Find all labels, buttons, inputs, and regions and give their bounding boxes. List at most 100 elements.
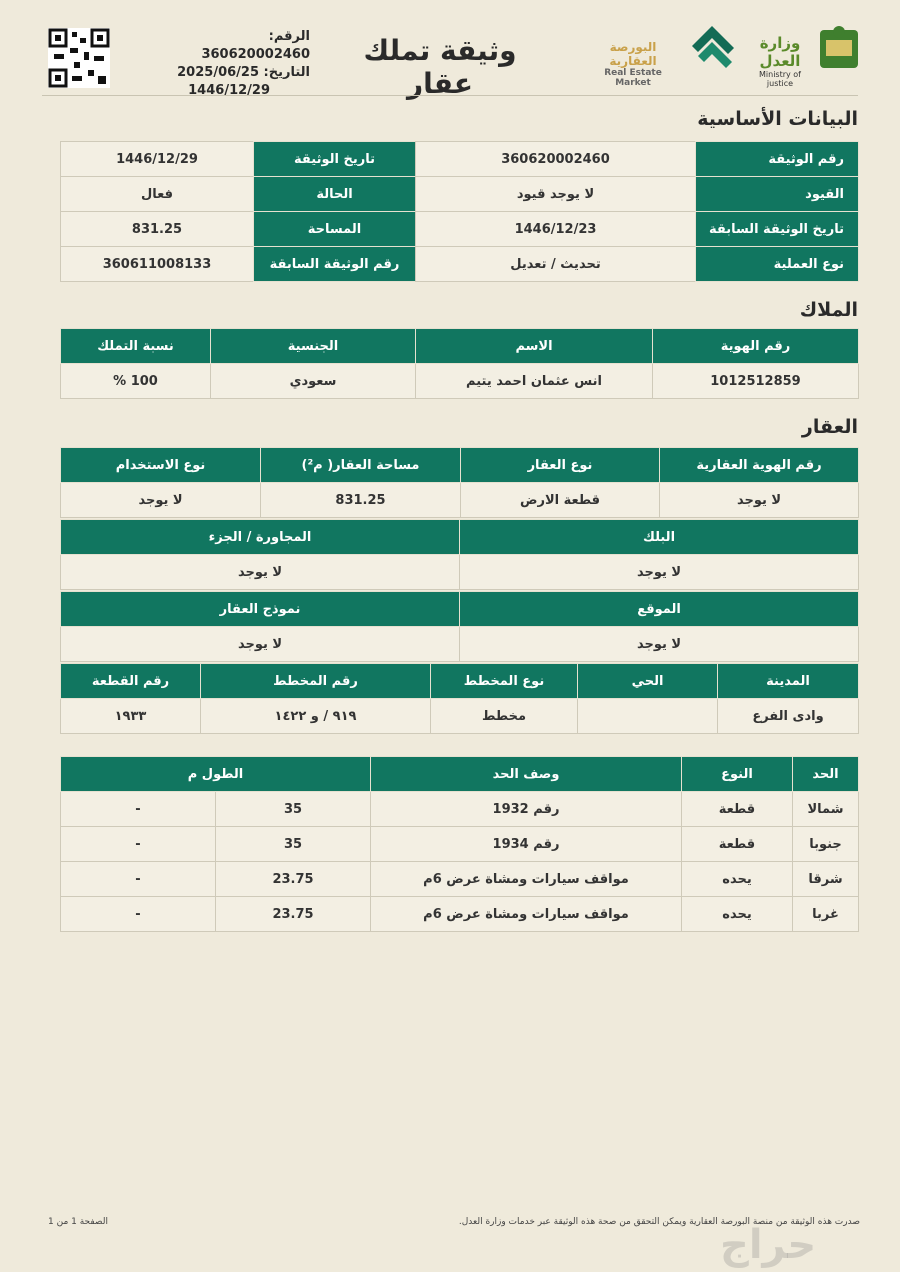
header-cell: النوع [681,756,793,792]
value-cell: غربا [792,896,859,932]
doc-title: وثيقة تملك عقار [363,34,517,100]
table-row: لا يوجد لا يوجد [60,554,859,590]
value-cell: - [60,826,216,862]
value-cell: ١٩٣٣ [60,698,201,734]
table-row: رقم الهوية الاسم الجنسية نسبة التملك [60,328,859,364]
value-cell: يحده [681,896,793,932]
header-cell: الحالة [253,176,416,212]
separator [42,95,858,96]
header-cell: الحي [577,663,718,699]
header-cell: وصف الحد [370,756,682,792]
header-cell: تاريخ الوثيقة [253,141,416,177]
value-cell: انس عثمان احمد يتيم [415,363,653,399]
value: 2025/06/25 [177,65,259,80]
header-cell: مساحة العقار( م²) [260,447,461,483]
value-cell: وادى الفرع [717,698,859,734]
rem-icon [692,26,734,68]
value-cell: 23.75 [215,861,371,897]
value-cell: مواقف سيارات ومشاة عرض 6م [370,861,682,897]
doc-meta: الرقم: 360620002460 التاريخ: 2025/06/25 … [160,28,310,100]
header-cell: الحد [792,756,859,792]
section-title: البيانات الأساسية [697,108,858,130]
watermark: حراج [720,1222,817,1268]
table-row: المدينة الحي نوع المخطط رقم المخطط رقم القطع… [60,663,859,699]
table-row: جنوبا قطعة رقم 1934 35- [60,826,859,862]
value-cell: تحديث / تعديل [415,246,696,282]
value-cell: رقم 1934 [370,826,682,862]
table-body: المدينة الحي نوع المخطط رقم المخطط رقم القطع… [60,663,859,734]
header-cell: رقم الوثيقة السابقة [253,246,416,282]
footer-note: صدرت هذه الوثيقة من منصة البورصة العقاري… [458,1217,860,1227]
header-cell: المجاورة / الجزء [60,519,460,555]
table-row: لا يوجد لا يوجد [60,626,859,662]
number-line: الرقم: 360620002460 [160,28,310,64]
table-body: رقم الوثيقة 360620002460 تاريخ الوثيقة 1446… [60,141,859,282]
header-cell: رقم الهوية [652,328,859,364]
label: الرقم: [268,29,310,44]
table-body: رقم الهوية العقارية نوع العقار مساحة العقا… [60,447,859,518]
table-row: وادى الفرع مخطط ٩١٩ / و ١٤٢٢ ١٩٣٣ [60,698,859,734]
header-cell: الموقع [459,591,859,627]
page-number: الصفحة 1 من 1 [48,1217,108,1227]
table-body: الموقع نموذج العقار لا يوجد لا يوجد [60,591,859,662]
header-cell: البلك [459,519,859,555]
value-cell: 1012512859 [652,363,859,399]
data-table: رقم الوثيقة 360620002460 تاريخ الوثيقة 1446… [60,141,859,282]
data-table: رقم الهوية العقارية نوع العقار مساحة العقا… [60,447,859,518]
value-cell: قطعة [681,791,793,827]
logo-en: Real Estate Market [604,68,662,88]
value: 360620002460 [201,47,310,62]
table-row: 1012512859 انس عثمان احمد يتيم سعودي 100 % [60,363,859,399]
header-cell: نوع العملية [695,246,859,282]
table-body: البلك المجاورة / الجزء لا يوجد لا يوجد [60,519,859,590]
value-cell: 360620002460 [415,141,696,177]
value-cell: - [60,896,216,932]
table-row: لا يوجد قطعة الارض 831.25 لا يوجد [60,482,859,518]
value-cell: ٩١٩ / و ١٤٢٢ [200,698,431,734]
moj-logo: وزارة العدل Ministry of justice [745,34,815,88]
header-cell: الاسم [415,328,653,364]
value-cell: مواقف سيارات ومشاة عرض 6م [370,896,682,932]
header-cell: نسبة التملك [60,328,211,364]
value-cell: شمالا [792,791,859,827]
value-cell: شرقا [792,861,859,897]
table-body: رقم الهوية الاسم الجنسية نسبة التملك 1012512… [60,328,859,399]
header-cell: القيود [695,176,859,212]
table-row: شرقا يحده مواقف سيارات ومشاة عرض 6م 23.75- [60,861,859,897]
value-cell: لا يوجد [459,626,859,662]
value-cell [577,698,718,734]
value-cell: لا يوجد [60,626,460,662]
value-cell: جنوبا [792,826,859,862]
header-cell: رقم الهوية العقارية [659,447,859,483]
value-cell: فعال [60,176,254,212]
header-cell: المدينة [717,663,859,699]
table-row: رقم الهوية العقارية نوع العقار مساحة العقا… [60,447,859,483]
value-cell: مخطط [430,698,578,734]
value-cell: 831.25 [60,211,254,247]
value-cell: 35 [215,826,371,862]
table-row: نوع العملية تحديث / تعديل رقم الوثيقة السا… [60,246,859,282]
value-cell: 35 [215,791,371,827]
table-row: غربا يحده مواقف سيارات ومشاة عرض 6م 23.75- [60,896,859,932]
table-row: القيود لا يوجد قيود الحالة فعال [60,176,859,212]
table-row: تاريخ الوثيقة السابقة 1446/12/23 المساحة 83… [60,211,859,247]
header-cell: نوع العقار [460,447,660,483]
table-row: رقم الوثيقة 360620002460 تاريخ الوثيقة 1446… [60,141,859,177]
header-cell: رقم المخطط [200,663,431,699]
header-cell: تاريخ الوثيقة السابقة [695,211,859,247]
value-cell: لا يوجد [60,482,261,518]
data-table: الحد النوع وصف الحد الطول م شمالا قطعة رقم 193… [60,756,859,932]
value-cell: 1446/12/29 [60,141,254,177]
header-cell: نوع المخطط [430,663,578,699]
value-cell: 831.25 [260,482,461,518]
table-row: الموقع نموذج العقار [60,591,859,627]
label: التاريخ: [263,65,310,80]
value-cell: سعودي [210,363,416,399]
data-table: المدينة الحي نوع المخطط رقم المخطط رقم القطع… [60,663,859,734]
header-cell: المساحة [253,211,416,247]
value-cell: قطعة [681,826,793,862]
value-cell: لا يوجد قيود [415,176,696,212]
value-cell: يحده [681,861,793,897]
value-cell: رقم 1932 [370,791,682,827]
